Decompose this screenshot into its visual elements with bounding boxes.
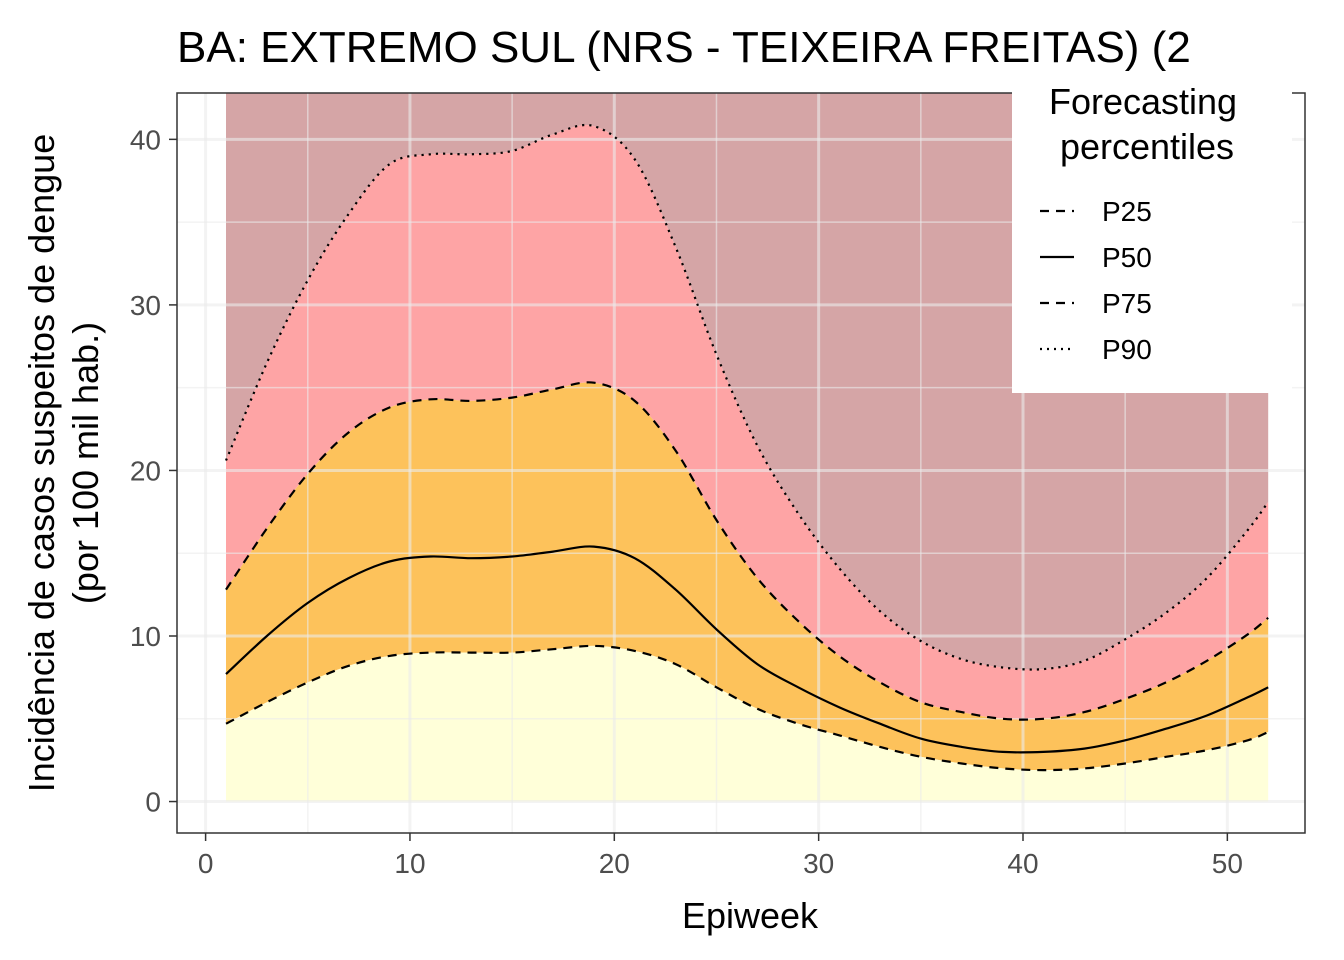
x-tick-label: 30 xyxy=(803,848,834,879)
legend-entries: P25 P50 P75 P90 xyxy=(1040,196,1152,365)
y-tick-label: 10 xyxy=(130,621,161,652)
chart-title: BA: EXTREMO SUL (NRS - TEIXEIRA FREITAS)… xyxy=(177,23,1191,72)
band-below-p25 xyxy=(226,645,1269,802)
axis-ticks: 0 10 20 30 40 50 0 10 20 30 40 xyxy=(130,124,1243,879)
percentile-lines xyxy=(224,123,1270,772)
plot-border xyxy=(176,92,1306,834)
legend-title-line2: percentiles xyxy=(1060,126,1234,167)
line-p90 xyxy=(224,123,1270,671)
legend-title-line1: Forecasting xyxy=(1049,81,1237,122)
line-p50 xyxy=(225,545,1269,754)
y-tick-label: 20 xyxy=(130,455,161,486)
y-tick-label: 30 xyxy=(130,290,161,321)
x-tick-label: 20 xyxy=(599,848,630,879)
line-p75 xyxy=(225,381,1269,721)
legend-label-p25: P25 xyxy=(1102,196,1152,227)
legend-label-p50: P50 xyxy=(1102,242,1152,273)
legend: Forecasting percentiles P25 P50 P75 P90 xyxy=(1012,81,1292,393)
x-tick-label: 0 xyxy=(198,848,214,879)
x-axis-title: Epiweek xyxy=(682,895,819,936)
y-axis-title-line1: Incidência de casos suspeitos de dengue xyxy=(21,134,62,792)
band-p75-p90 xyxy=(226,124,1269,720)
line-p25 xyxy=(225,644,1269,772)
x-tick-label: 10 xyxy=(394,848,425,879)
legend-box xyxy=(1012,82,1292,393)
forecast-bands xyxy=(226,93,1269,802)
y-axis-title-line2: (por 100 mil hab.) xyxy=(65,322,106,604)
y-tick-label: 0 xyxy=(145,787,161,818)
y-tick-label: 40 xyxy=(130,124,161,155)
legend-label-p75: P75 xyxy=(1102,288,1152,319)
x-tick-label: 40 xyxy=(1007,848,1038,879)
x-tick-label: 50 xyxy=(1212,848,1243,879)
legend-label-p90: P90 xyxy=(1102,334,1152,365)
band-above-p90 xyxy=(226,93,1269,670)
band-p25-p75 xyxy=(226,382,1269,771)
